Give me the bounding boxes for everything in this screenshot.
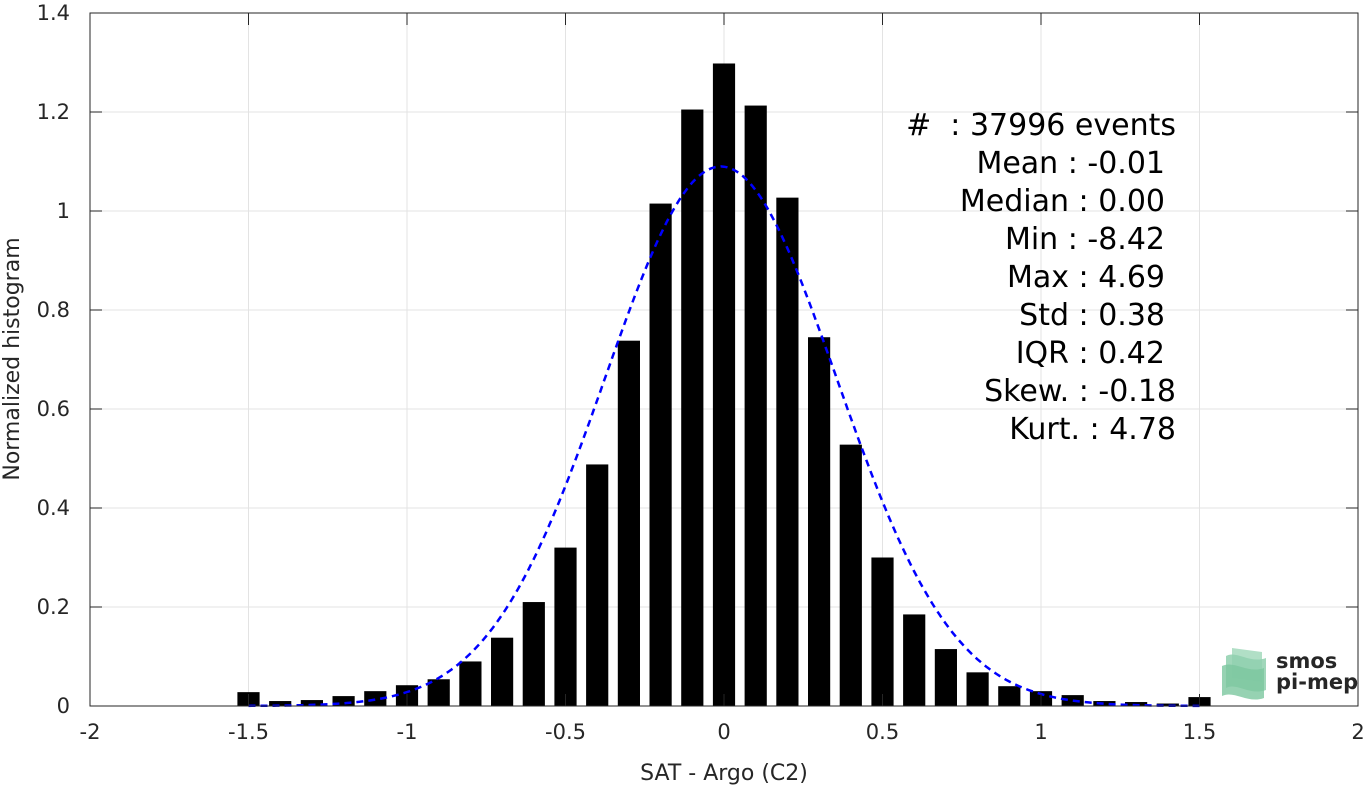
histogram-bar <box>332 696 355 706</box>
histogram-bar <box>617 340 640 706</box>
x-tick-label: 1.5 <box>1183 720 1216 744</box>
y-tick-label: 0.6 <box>37 397 70 421</box>
y-tick-label: 0.4 <box>37 496 70 520</box>
histogram-bar <box>871 557 894 706</box>
x-tick-label: -2 <box>80 720 101 744</box>
logo-text-line2: pi-mep <box>1276 670 1358 694</box>
stat-events: # : 37996 events <box>906 108 1176 143</box>
x-tick-label: -0.5 <box>545 720 586 744</box>
histogram-bar <box>966 672 989 706</box>
histogram-bar <box>427 679 450 706</box>
histogram-bar <box>491 637 514 706</box>
stat-skew: Skew. : -0.18 <box>984 374 1176 409</box>
x-tick-label: 1 <box>1034 720 1047 744</box>
histogram-bar <box>998 686 1021 706</box>
histogram-bar <box>744 105 767 706</box>
histogram-bar <box>1093 701 1116 706</box>
smos-pimep-logo: smos pi-mep <box>1222 648 1358 700</box>
histogram-bar <box>808 337 831 706</box>
x-axis-title: SAT - Argo (C2) <box>640 761 808 786</box>
histogram-bar <box>269 701 292 706</box>
histogram-bar <box>649 203 672 706</box>
histogram-bar <box>364 691 387 706</box>
x-tick-label: 2 <box>1351 720 1364 744</box>
histogram-bars <box>237 63 1211 707</box>
y-tick-label: 0.8 <box>37 298 70 322</box>
y-tick-label: 1.4 <box>37 1 70 25</box>
histogram-bar <box>681 109 704 706</box>
statistics-annotation: # : 37996 events Mean : -0.01 Median : 0… <box>906 108 1176 447</box>
layered-ocean-icon <box>1222 648 1266 700</box>
stat-max: Max : 4.69 <box>1007 260 1165 295</box>
histogram-bar <box>903 614 926 706</box>
x-tick-label: 0.5 <box>866 720 899 744</box>
y-tick-label: 0 <box>57 694 70 718</box>
stat-std: Std : 0.38 <box>1019 298 1165 333</box>
stat-kurt: Kurt. : 4.78 <box>1009 412 1176 447</box>
stat-mean: Mean : -0.01 <box>976 146 1165 181</box>
x-tick-label: 0 <box>717 720 730 744</box>
histogram-bar <box>459 661 482 706</box>
y-tick-label: 1.2 <box>37 100 70 124</box>
histogram-bar <box>1156 703 1179 706</box>
histogram-bar <box>776 197 799 706</box>
tick-labels: -2 -1.5 -1 -0.5 0 0.5 1 1.5 2 0 0.2 0.4 0.6 0.8 1 1.2 1.… <box>37 1 1365 744</box>
histogram-bar <box>712 63 736 707</box>
x-tick-label: -1 <box>397 720 418 744</box>
histogram-bar <box>522 602 545 706</box>
x-tick-label: -1.5 <box>228 720 269 744</box>
axes-frame <box>89 12 1359 707</box>
stat-iqr: IQR : 0.42 <box>1016 336 1165 371</box>
histogram-bar <box>839 444 862 706</box>
histogram-bar <box>300 700 323 706</box>
y-axis-title: Normalized histogram <box>0 237 25 480</box>
stat-min: Min : -8.42 <box>1005 222 1165 257</box>
histogram-bar <box>1061 695 1084 706</box>
histogram-bar <box>554 547 577 706</box>
histogram-bar <box>586 464 609 706</box>
y-tick-label: 0.2 <box>37 595 70 619</box>
y-tick-label: 1 <box>57 199 70 223</box>
stat-median: Median : 0.00 <box>960 184 1165 219</box>
logo-text-line1: smos <box>1276 649 1337 673</box>
histogram-bar <box>934 649 957 706</box>
